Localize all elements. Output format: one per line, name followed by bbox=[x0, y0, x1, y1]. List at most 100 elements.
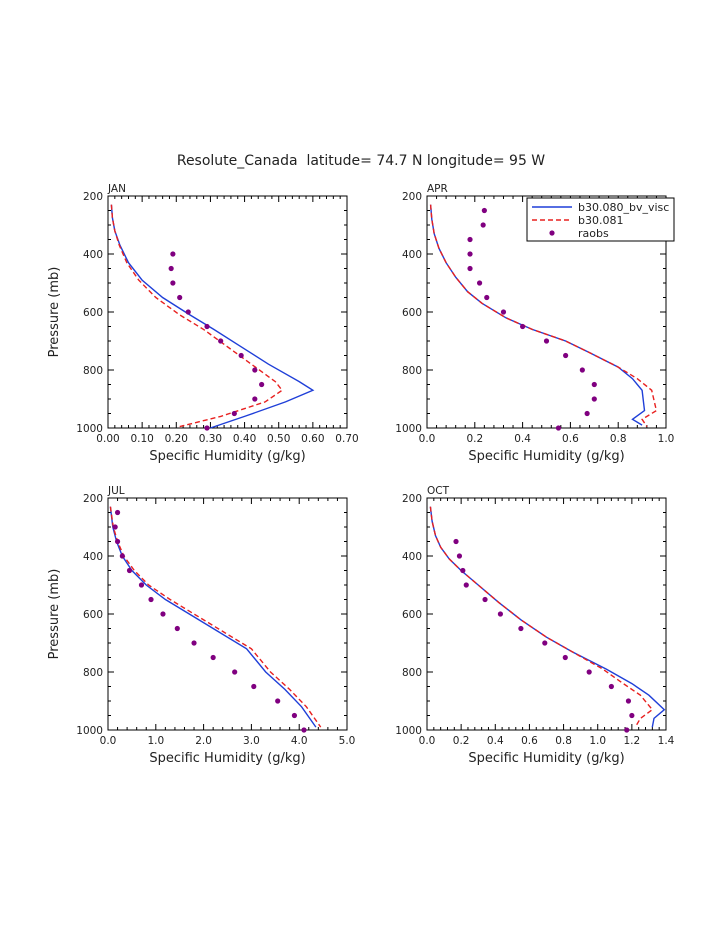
raobs-point bbox=[629, 712, 635, 719]
series-line-b30-081 bbox=[110, 204, 284, 428]
raobs-point bbox=[463, 582, 469, 588]
y-axis-label: Pressure (mb) bbox=[47, 569, 62, 660]
raobs-point bbox=[591, 381, 597, 388]
x-axis-label: Specific Humidity (g/kg) bbox=[468, 449, 624, 464]
panel-apr: APR 0.0 0.2 0.4 0.6 0.8 1.0 200 400 600 800 1000 Spe… bbox=[395, 183, 675, 464]
raobs-point bbox=[586, 669, 592, 675]
raobs-point bbox=[204, 425, 210, 431]
y-tick-label: 800 bbox=[402, 365, 422, 377]
raobs-point bbox=[174, 625, 180, 632]
x-tick-label: 0.50 bbox=[267, 433, 290, 445]
x-tick-label: 0.40 bbox=[233, 433, 256, 445]
y-tick-label: 800 bbox=[402, 667, 422, 679]
series-line-b30-080 bbox=[429, 506, 666, 728]
raobs-point bbox=[500, 309, 507, 315]
raobs-point bbox=[168, 265, 174, 272]
panel-jan: JAN 0.00 0.10 0.20 0.30 0.40 0.50 0.60 0.70 200 40… bbox=[47, 183, 359, 464]
x-tick-label: 3.0 bbox=[243, 735, 260, 747]
panel-oct: OCT 0.0 0.2 0.4 0.6 0.8 1.0 1.2 1.4 200 400 600 800 1… bbox=[395, 485, 674, 766]
legend-label: b30.080_bv_visc bbox=[578, 201, 669, 214]
x-axis-label: Specific Humidity (g/kg) bbox=[149, 751, 305, 766]
y-tick-label: 800 bbox=[83, 365, 103, 377]
raobs-point bbox=[562, 654, 568, 661]
y-axis-label: Pressure (mb) bbox=[47, 267, 62, 358]
plot-frame bbox=[426, 497, 667, 731]
raobs-point bbox=[624, 727, 630, 733]
x-tick-label: 0.10 bbox=[130, 433, 153, 445]
series-line-b30-080 bbox=[110, 204, 315, 429]
y-tick-label: 1000 bbox=[395, 423, 422, 435]
series-line-b30-080 bbox=[109, 506, 317, 728]
raobs-point bbox=[520, 323, 526, 330]
raobs-point bbox=[543, 338, 550, 344]
y-tick-label: 600 bbox=[402, 307, 422, 319]
y-tick-label: 200 bbox=[402, 191, 422, 203]
raobs-point bbox=[456, 553, 463, 559]
x-tick-label: 0.6 bbox=[562, 433, 579, 445]
raobs-point bbox=[218, 338, 224, 344]
plot-frame bbox=[107, 195, 348, 429]
raobs-point bbox=[484, 294, 490, 301]
x-tick-label: 1.2 bbox=[624, 735, 641, 747]
raobs-point bbox=[625, 698, 632, 704]
y-tick-label: 800 bbox=[83, 667, 103, 679]
y-tick-label: 1000 bbox=[76, 423, 103, 435]
raobs-point bbox=[119, 553, 125, 559]
raobs-point bbox=[252, 396, 258, 402]
raobs-point bbox=[460, 567, 466, 574]
raobs-point bbox=[467, 236, 473, 243]
raobs-point bbox=[579, 367, 585, 373]
x-tick-label: 4.0 bbox=[291, 735, 308, 747]
x-tick-label: 0.0 bbox=[100, 735, 117, 747]
raobs-point bbox=[251, 683, 257, 690]
y-tick-label: 200 bbox=[83, 191, 103, 203]
x-tick-label: 1.4 bbox=[658, 735, 675, 747]
panel-jul: JUL 0.0 1.0 2.0 3.0 4.0 5.0 200 400 600 800 1000 Spe… bbox=[47, 485, 355, 766]
series-line-b30-081 bbox=[429, 506, 654, 728]
figure-title: Resolute_Canada latitude= 74.7 N longitu… bbox=[177, 153, 545, 169]
raobs-point bbox=[275, 698, 281, 704]
x-tick-label: 5.0 bbox=[339, 735, 356, 747]
raobs-point bbox=[497, 611, 504, 617]
raobs-point bbox=[210, 654, 216, 661]
raobs-point bbox=[231, 410, 237, 417]
raobs-point bbox=[584, 410, 590, 417]
x-tick-label: 2.0 bbox=[195, 735, 212, 747]
legend-label: raobs bbox=[578, 227, 609, 240]
raobs-point bbox=[482, 596, 488, 603]
x-tick-label: 0.60 bbox=[301, 433, 324, 445]
series-line-b30-081 bbox=[429, 204, 658, 427]
raobs-point bbox=[185, 309, 191, 315]
x-tick-label: 0.2 bbox=[453, 735, 470, 747]
y-tick-label: 600 bbox=[83, 609, 103, 621]
x-axis-label: Specific Humidity (g/kg) bbox=[149, 449, 305, 464]
raobs-point bbox=[252, 367, 258, 373]
raobs-point bbox=[259, 381, 265, 388]
y-tick-label: 400 bbox=[83, 551, 103, 563]
x-tick-label: 0.8 bbox=[610, 433, 627, 445]
x-tick-label: 0.6 bbox=[521, 735, 538, 747]
raobs-point bbox=[138, 582, 145, 588]
x-tick-label: 0.0 bbox=[419, 433, 436, 445]
panels-group: JAN 0.00 0.10 0.20 0.30 0.40 0.50 0.60 0.70 200 40… bbox=[47, 183, 675, 766]
raobs-point bbox=[232, 669, 238, 675]
raobs-point bbox=[563, 352, 569, 359]
raobs-point bbox=[542, 640, 548, 646]
x-tick-label: 0.2 bbox=[466, 433, 483, 445]
raobs-point bbox=[160, 611, 166, 617]
y-tick-label: 400 bbox=[402, 249, 422, 261]
x-tick-label: 0.20 bbox=[165, 433, 188, 445]
panel-label: JUL bbox=[107, 485, 125, 497]
raobs-point bbox=[453, 538, 459, 545]
raobs-point bbox=[170, 251, 176, 257]
raobs-point bbox=[114, 509, 121, 516]
y-tick-label: 200 bbox=[83, 493, 103, 505]
raobs-point bbox=[480, 222, 486, 228]
legend-marker bbox=[549, 230, 555, 236]
raobs-point bbox=[177, 294, 183, 301]
raobs-point bbox=[114, 538, 121, 545]
y-tick-label: 200 bbox=[402, 493, 422, 505]
x-tick-label: 0.30 bbox=[199, 433, 222, 445]
